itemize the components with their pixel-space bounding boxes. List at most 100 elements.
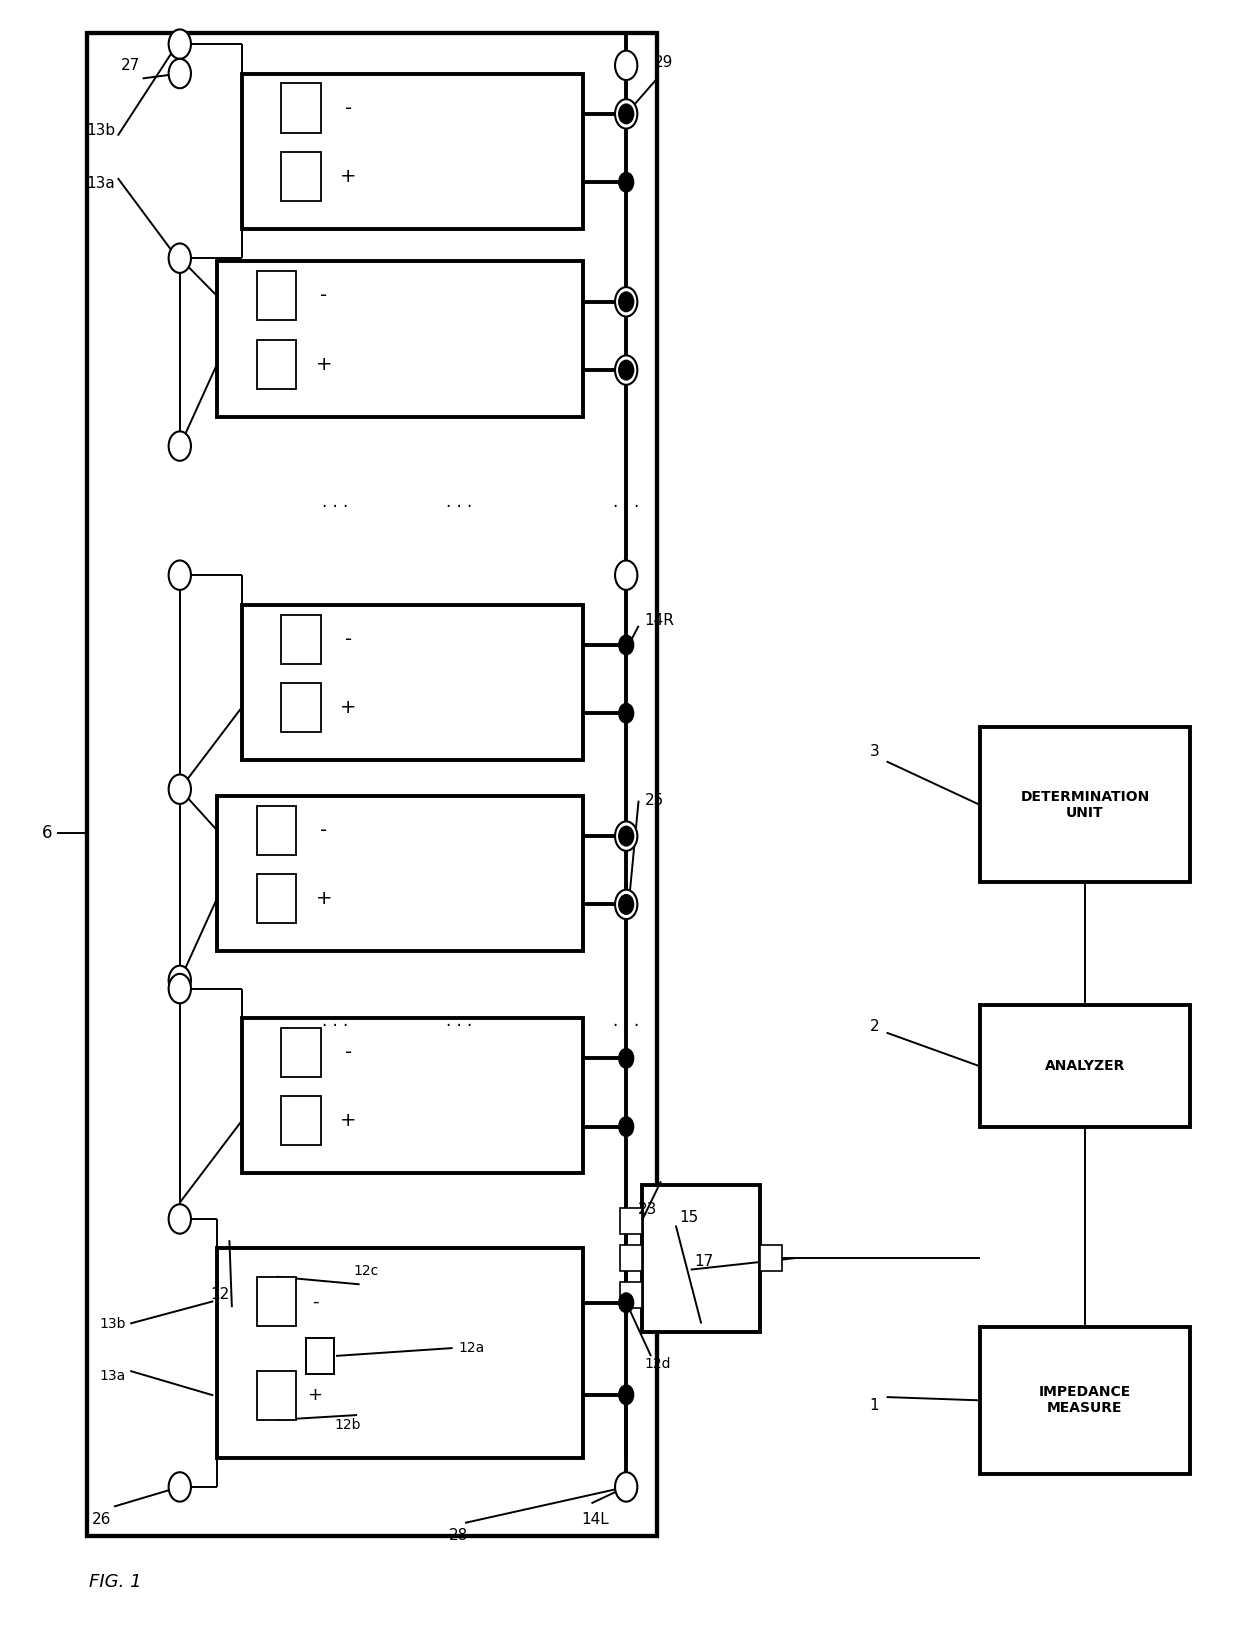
Text: 15: 15 — [680, 1209, 699, 1226]
Text: 12b: 12b — [334, 1418, 361, 1431]
Text: · · ·: · · · — [613, 1016, 640, 1036]
Circle shape — [615, 1472, 637, 1502]
Bar — [281, 683, 321, 732]
Text: 13a: 13a — [87, 175, 115, 191]
Circle shape — [169, 560, 191, 590]
Bar — [281, 1096, 321, 1145]
Text: 14L: 14L — [582, 1511, 609, 1528]
Bar — [281, 1096, 321, 1145]
Text: 14R: 14R — [645, 613, 675, 629]
Text: · · ·: · · · — [613, 497, 640, 516]
Text: 3: 3 — [869, 743, 879, 760]
Text: 12a: 12a — [459, 1342, 485, 1355]
Circle shape — [619, 105, 634, 124]
Text: 6: 6 — [42, 824, 52, 843]
Text: 26: 26 — [92, 1511, 112, 1528]
Bar — [257, 1371, 296, 1420]
Circle shape — [169, 1472, 191, 1502]
Text: 2: 2 — [869, 1018, 879, 1034]
Circle shape — [169, 775, 191, 804]
Circle shape — [169, 29, 191, 59]
Text: 29: 29 — [653, 54, 673, 70]
Text: +: + — [308, 1386, 322, 1404]
Circle shape — [169, 431, 191, 461]
Circle shape — [619, 895, 634, 915]
Bar — [306, 1338, 334, 1374]
Bar — [87, 33, 657, 1536]
Circle shape — [615, 288, 637, 317]
Bar — [242, 1018, 583, 1173]
Text: -: - — [320, 286, 327, 306]
Bar — [281, 683, 321, 732]
Bar — [217, 261, 583, 417]
Bar — [281, 614, 321, 663]
Text: 13b: 13b — [87, 123, 115, 139]
Text: -: - — [311, 1292, 319, 1310]
Bar — [257, 271, 296, 320]
Circle shape — [615, 51, 637, 80]
Text: ANALYZER: ANALYZER — [1045, 1059, 1125, 1074]
Bar — [620, 1209, 642, 1235]
Text: 13b: 13b — [99, 1317, 125, 1330]
Text: IMPEDANCE
MEASURE: IMPEDANCE MEASURE — [1039, 1386, 1131, 1415]
Text: · · ·: · · · — [445, 497, 472, 516]
Bar — [620, 1283, 642, 1307]
Circle shape — [619, 173, 634, 193]
Circle shape — [619, 827, 634, 846]
Bar — [257, 1371, 296, 1420]
Bar — [620, 1245, 642, 1271]
Text: 25: 25 — [645, 792, 665, 809]
Bar — [980, 1005, 1190, 1127]
Text: 1: 1 — [869, 1397, 879, 1413]
Bar — [281, 614, 321, 663]
Text: DETERMINATION
UNIT: DETERMINATION UNIT — [1021, 789, 1149, 820]
Text: -: - — [345, 629, 352, 649]
Text: 23: 23 — [637, 1201, 657, 1217]
Bar — [217, 796, 583, 951]
Bar — [980, 727, 1190, 882]
Bar — [257, 806, 296, 855]
Circle shape — [615, 100, 637, 129]
Text: 28: 28 — [449, 1528, 469, 1544]
Bar — [242, 605, 583, 760]
Circle shape — [615, 889, 637, 918]
Bar — [281, 152, 321, 201]
Circle shape — [619, 704, 634, 722]
Bar — [257, 1276, 296, 1325]
Text: · · ·: · · · — [321, 1016, 348, 1036]
Bar — [281, 83, 321, 132]
Bar — [281, 83, 321, 132]
Text: FIG. 1: FIG. 1 — [89, 1572, 141, 1592]
Bar — [257, 874, 296, 923]
Text: +: + — [315, 889, 332, 909]
Circle shape — [619, 1292, 634, 1312]
Circle shape — [619, 361, 634, 381]
Circle shape — [619, 1118, 634, 1137]
Text: 27: 27 — [120, 57, 140, 74]
Circle shape — [169, 1204, 191, 1234]
Circle shape — [169, 59, 191, 88]
Circle shape — [169, 966, 191, 995]
Circle shape — [619, 1049, 634, 1069]
Text: 12d: 12d — [644, 1358, 671, 1371]
Text: -: - — [345, 98, 352, 118]
Bar — [257, 1276, 296, 1325]
Circle shape — [619, 1386, 634, 1405]
Text: 13a: 13a — [99, 1369, 125, 1382]
Circle shape — [169, 974, 191, 1003]
Bar — [257, 340, 296, 389]
Bar — [760, 1245, 782, 1271]
Text: +: + — [340, 167, 357, 186]
Text: 12: 12 — [210, 1286, 229, 1302]
Text: · · ·: · · · — [321, 497, 348, 516]
Circle shape — [169, 243, 191, 273]
Text: 12c: 12c — [353, 1265, 378, 1278]
Circle shape — [615, 560, 637, 590]
Text: -: - — [320, 820, 327, 840]
Text: 17: 17 — [694, 1253, 714, 1270]
Text: · · ·: · · · — [445, 1016, 472, 1036]
Bar — [281, 1028, 321, 1077]
Bar — [281, 1028, 321, 1077]
Bar — [242, 74, 583, 229]
Text: +: + — [315, 355, 332, 374]
